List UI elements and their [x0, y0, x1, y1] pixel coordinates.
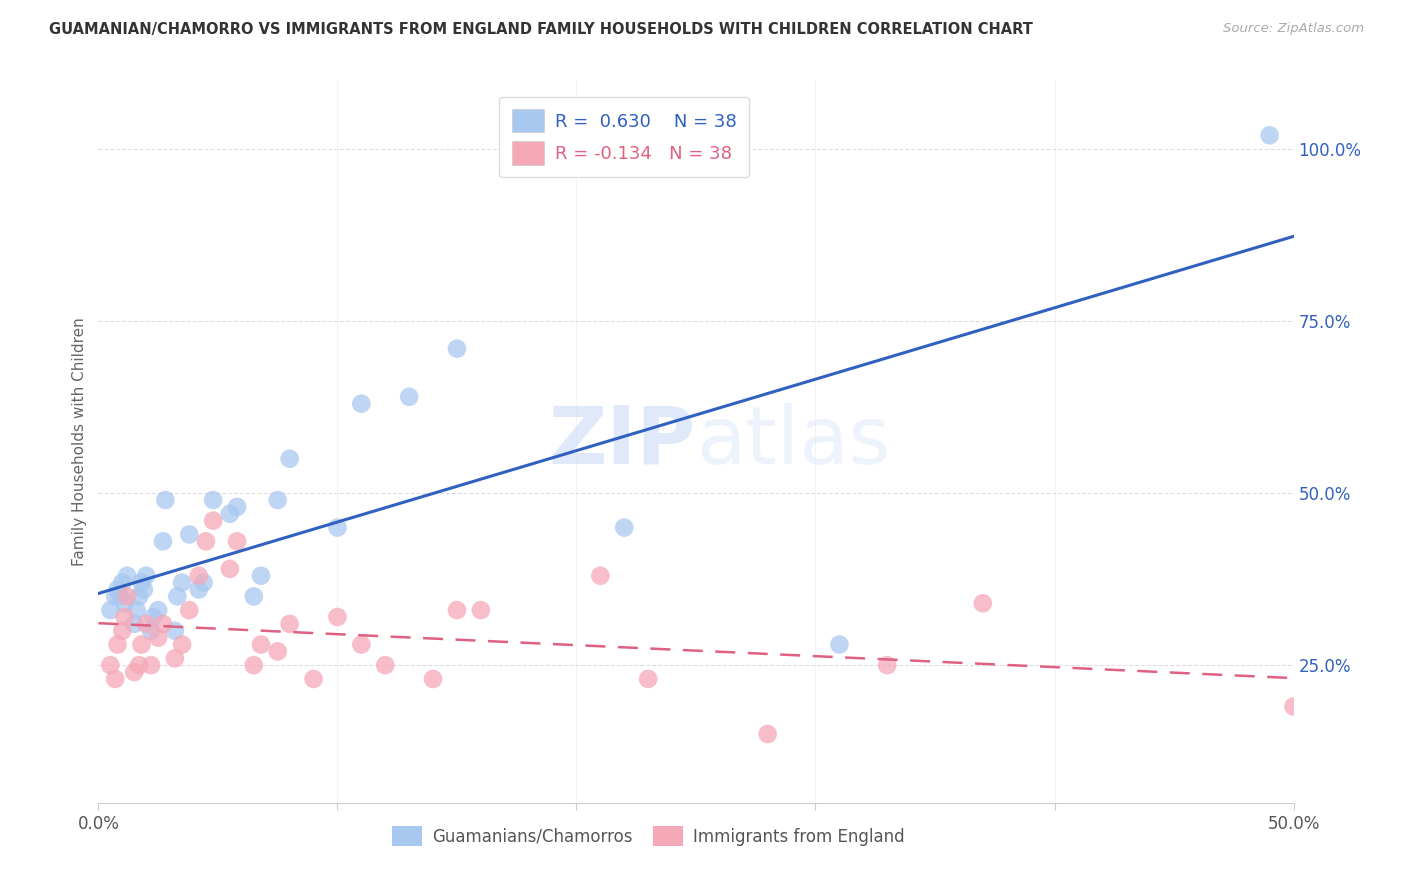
Point: [350, 397, 373, 411]
Point: [104, 590, 127, 604]
Point: [111, 624, 134, 638]
Point: [250, 568, 273, 582]
Point: [139, 658, 162, 673]
Point: [128, 658, 150, 673]
Point: [128, 590, 150, 604]
Point: [104, 672, 127, 686]
Point: [125, 603, 148, 617]
Point: [195, 534, 218, 549]
Point: [202, 493, 225, 508]
Point: [115, 590, 138, 604]
Point: [326, 520, 349, 534]
Point: [155, 493, 177, 508]
Point: [613, 520, 636, 534]
Point: [302, 672, 325, 686]
Point: [172, 575, 194, 590]
Point: [226, 534, 249, 549]
Point: [398, 390, 420, 404]
Point: [828, 638, 851, 652]
Point: [108, 590, 131, 604]
Point: [124, 665, 146, 679]
Point: [111, 575, 134, 590]
Point: [267, 644, 290, 658]
Point: [172, 638, 194, 652]
Point: [142, 610, 165, 624]
Point: [187, 582, 209, 597]
Point: [107, 638, 129, 652]
Point: [470, 603, 492, 617]
Text: atlas: atlas: [696, 402, 890, 481]
Point: [219, 562, 242, 576]
Point: [326, 610, 349, 624]
Text: ZIP: ZIP: [548, 402, 696, 481]
Point: [98, 603, 122, 617]
Point: [243, 590, 266, 604]
Point: [202, 514, 225, 528]
Point: [163, 624, 186, 638]
Point: [166, 590, 188, 604]
Legend: Guamanians/Chamorros, Immigrants from England: Guamanians/Chamorros, Immigrants from En…: [385, 820, 911, 852]
Point: [193, 575, 215, 590]
Point: [226, 500, 249, 514]
Text: GUAMANIAN/CHAMORRO VS IMMIGRANTS FROM ENGLAND FAMILY HOUSEHOLDS WITH CHILDREN CO: GUAMANIAN/CHAMORRO VS IMMIGRANTS FROM EN…: [49, 22, 1033, 37]
Point: [132, 582, 155, 597]
Point: [179, 603, 201, 617]
Point: [589, 568, 612, 582]
Point: [972, 596, 994, 610]
Point: [98, 658, 122, 673]
Point: [107, 582, 129, 597]
Point: [267, 493, 290, 508]
Point: [637, 672, 659, 686]
Point: [131, 638, 153, 652]
Point: [148, 631, 170, 645]
Point: [152, 616, 174, 631]
Text: Source: ZipAtlas.com: Source: ZipAtlas.com: [1223, 22, 1364, 36]
Point: [278, 451, 301, 466]
Point: [1282, 699, 1305, 714]
Point: [446, 603, 468, 617]
Point: [219, 507, 242, 521]
Point: [1258, 128, 1281, 143]
Point: [422, 672, 444, 686]
Point: [135, 568, 157, 582]
Point: [350, 638, 373, 652]
Point: [374, 658, 396, 673]
Point: [756, 727, 779, 741]
Point: [163, 651, 186, 665]
Point: [152, 534, 174, 549]
Point: [278, 616, 301, 631]
Point: [114, 610, 136, 624]
Point: [114, 596, 136, 610]
Point: [124, 616, 146, 631]
Point: [446, 342, 468, 356]
Point: [139, 624, 162, 638]
Point: [131, 575, 153, 590]
Point: [148, 603, 170, 617]
Y-axis label: Family Households with Children: Family Households with Children: [72, 318, 87, 566]
Point: [179, 527, 201, 541]
Point: [250, 638, 273, 652]
Point: [187, 568, 209, 582]
Point: [243, 658, 266, 673]
Point: [876, 658, 898, 673]
Point: [115, 568, 138, 582]
Point: [135, 616, 157, 631]
